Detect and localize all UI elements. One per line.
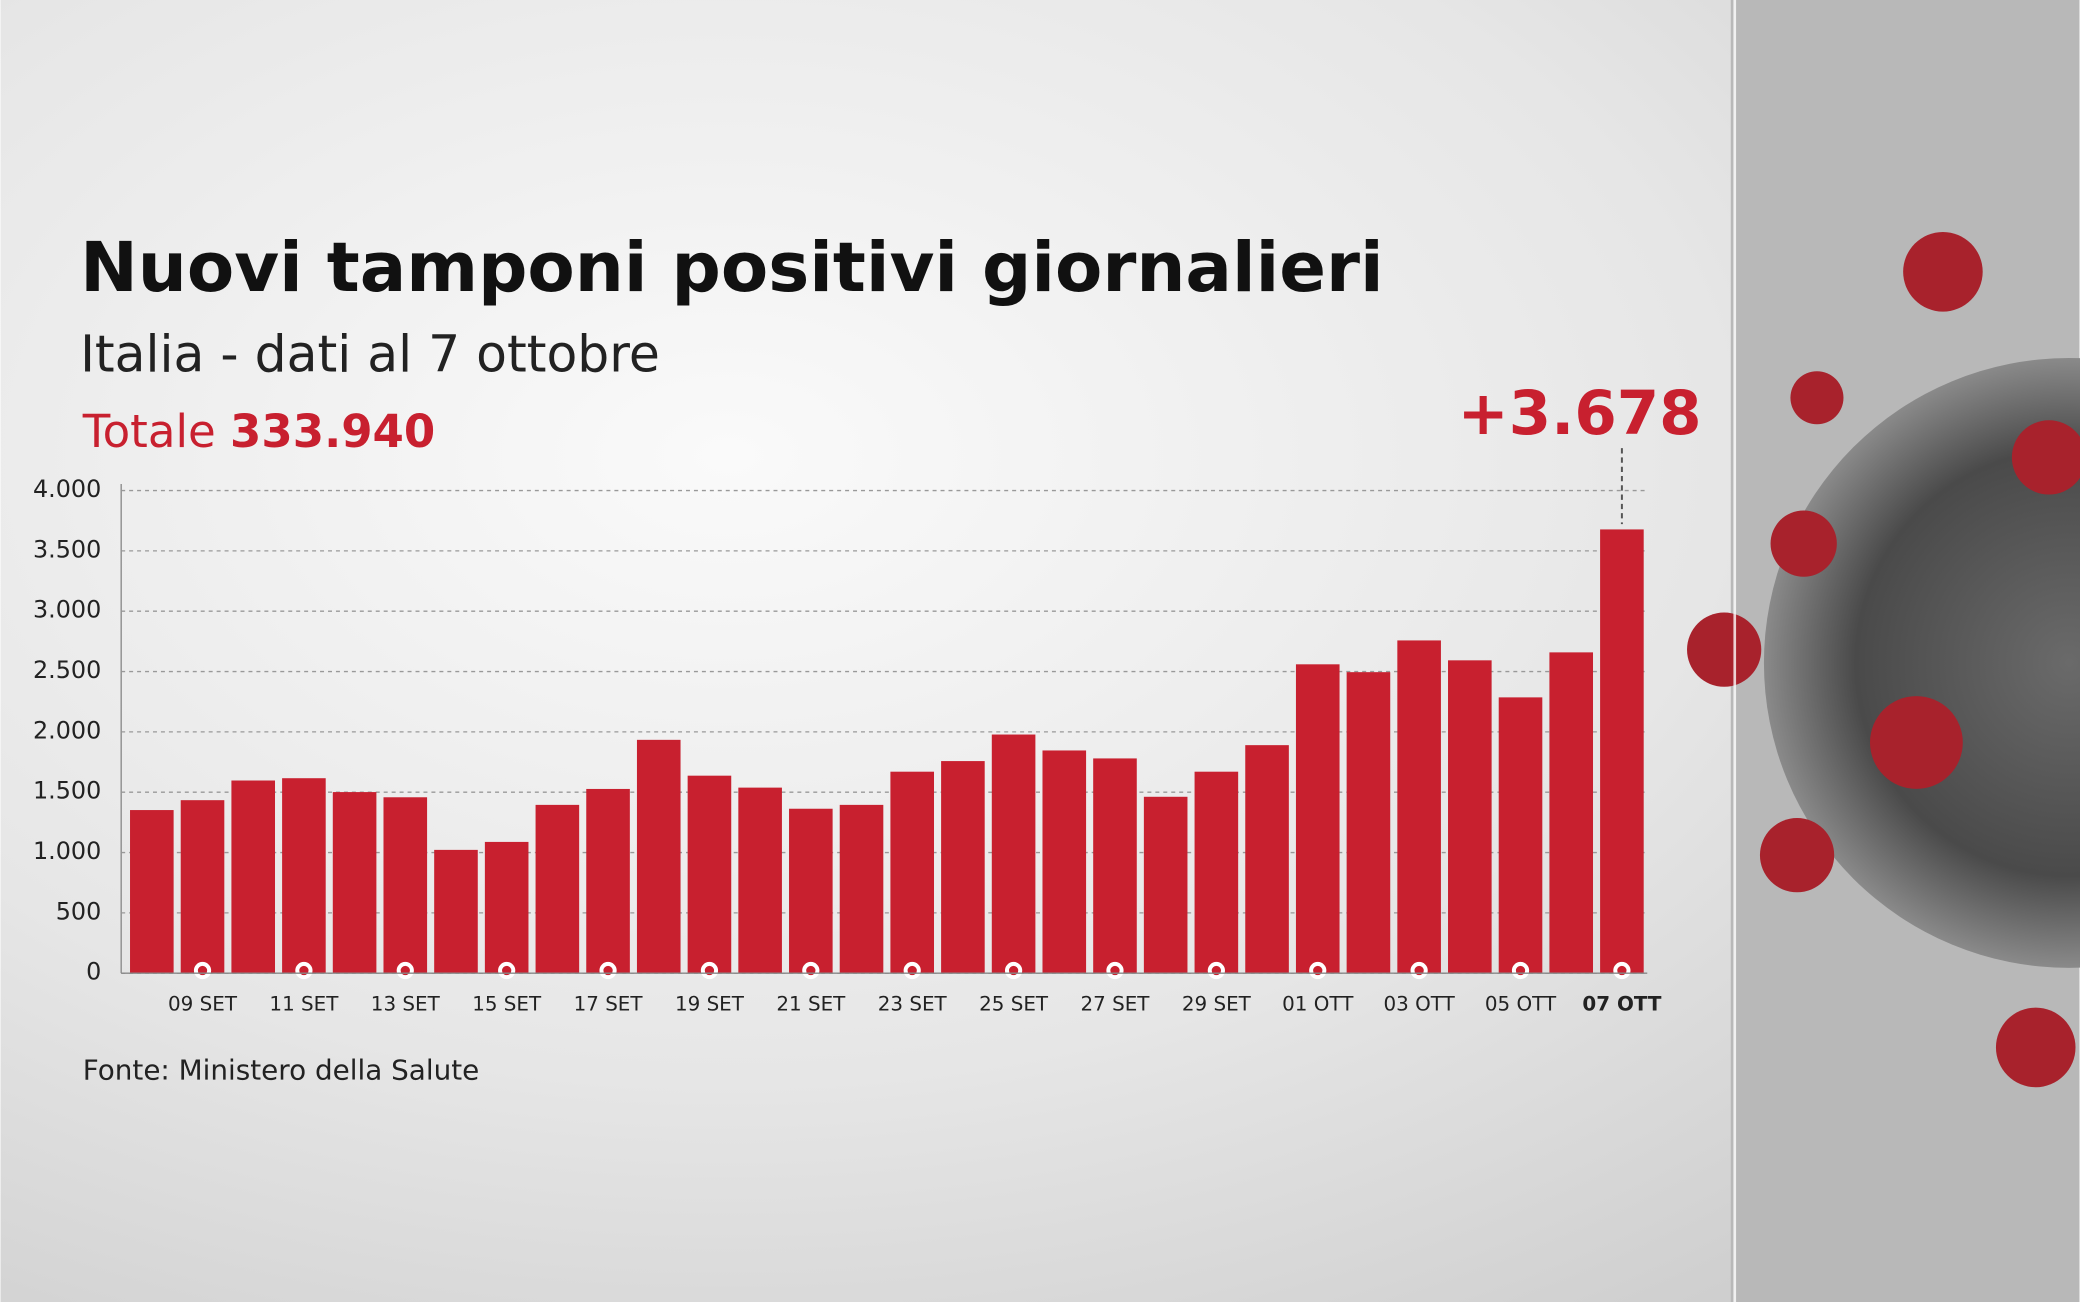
x-tick-label: 07 OTT [1582,993,1661,1016]
plot: 0 500 1.000 1.500 2.000 2.500 3.000 3.500 4.000 0… [33,378,1702,1015]
bar [434,849,478,974]
bar [180,800,225,974]
bar [1397,640,1441,974]
date-marker [1004,961,1023,980]
y-tick-label: 1.500 [33,777,101,805]
bar [687,775,732,974]
date-marker [1613,961,1631,980]
y-tick-label: 1.000 [33,837,101,865]
bar [991,734,1036,974]
bar [789,808,833,974]
y-tick-label: 2.500 [33,656,101,684]
date-marker [1511,961,1530,980]
bar [332,792,377,974]
x-tick-label: 23 SET [878,993,948,1016]
date-marker [1207,961,1225,980]
x-tick-label: 09 SET [168,993,238,1016]
date-marker [1309,961,1327,980]
x-tick-label: 11 SET [269,993,339,1016]
total-label: Totale 333.940 [82,405,436,458]
x-tick-label: 29 SET [1182,993,1252,1016]
x-tick-label: 25 SET [979,993,1049,1016]
date-marker [802,961,820,980]
date-marker [295,961,313,980]
date-marker [1106,961,1124,980]
virus-spikes [1687,232,2080,1088]
bar [1143,796,1188,974]
x-tick-label: 03 OTT [1384,993,1456,1016]
bar [1245,745,1289,974]
date-marker [903,961,921,980]
bar [1448,660,1492,974]
x-tick-label: 05 OTT [1485,993,1557,1016]
bar [130,810,174,974]
virus-decoration [1764,358,2080,968]
bar [890,771,935,974]
date-marker [498,961,516,980]
value-annotation: +3.678 [1458,378,1702,449]
bar [1194,771,1239,974]
y-tick-label: 500 [56,897,102,925]
bar [231,780,276,974]
bar [1346,672,1391,974]
bar [941,761,985,974]
date-marker [193,961,212,980]
bar [1295,664,1340,974]
x-tick-label: 19 SET [675,993,745,1016]
date-marker [700,961,719,980]
x-tick-label: 15 SET [472,993,542,1016]
y-tick-label: 4.000 [33,475,101,503]
bar [282,778,326,974]
source: Fonte: Ministero della Salute [83,1053,480,1086]
bar [586,788,630,974]
total-value: 333.940 [230,405,435,458]
x-tick-label: 01 OTT [1282,993,1354,1016]
y-tick-label: 0 [86,958,101,986]
bar [1093,758,1137,974]
bar [1042,750,1087,974]
bar [1498,697,1543,974]
x-tick-label: 13 SET [371,993,441,1016]
date-marker [1410,961,1428,980]
x-tick-label: 21 SET [776,993,846,1016]
bar [839,804,884,974]
chart-subtitle: Italia - dati al 7 ottobre [80,324,660,383]
bar [636,739,681,974]
y-tick-label: 3.000 [33,596,101,624]
bar [738,787,782,974]
y-tick-label: 2.000 [33,716,101,744]
chart-title: Nuovi tamponi positivi giornalieri [80,228,1384,308]
bar [1549,652,1594,974]
x-tick-label: 27 SET [1081,993,1151,1016]
bar [1600,529,1644,974]
x-tick-label: 17 SET [574,993,644,1016]
bar [383,797,428,974]
total-label-text: Totale [82,405,216,458]
y-tick-label: 3.500 [33,535,101,563]
date-marker [396,961,414,980]
bar [535,804,580,974]
bar [484,841,529,974]
date-marker [599,961,617,980]
